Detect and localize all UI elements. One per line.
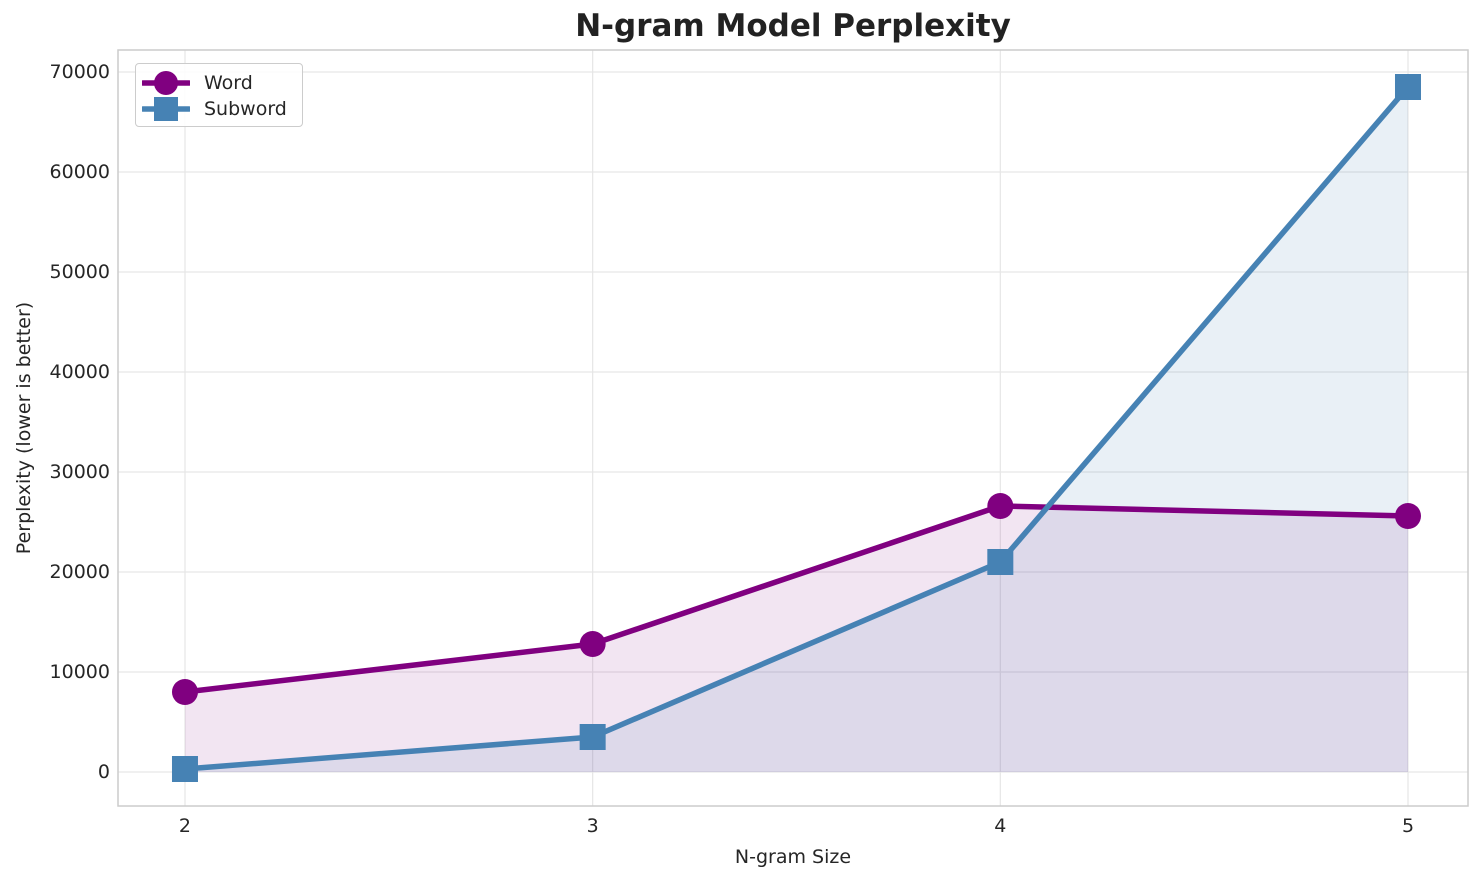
y-tick-label: 60000: [49, 161, 110, 183]
y-tick-label: 10000: [49, 661, 110, 683]
marker-subword: [171, 756, 198, 782]
legend-item-word: Word: [142, 70, 292, 96]
y-tick-label: 20000: [49, 561, 110, 583]
series-line-subword: [182, 84, 1411, 772]
marker-subword: [579, 724, 606, 750]
y-tick-label: 40000: [49, 361, 110, 383]
marker-word: [987, 493, 1014, 519]
x-tick-label: 5: [1401, 815, 1415, 837]
y-axis-label: Perplexity (lower is better): [13, 301, 35, 555]
x-axis-label: N-gram Size: [734, 846, 852, 868]
legend-item-subword: Subword: [142, 96, 292, 122]
legend-square-marker-icon: [142, 97, 190, 121]
marker-word: [171, 679, 198, 705]
marker-subword: [987, 549, 1014, 575]
legend-circle-marker-icon: [142, 71, 190, 95]
y-tick-label: 70000: [49, 61, 110, 83]
marker-word: [579, 631, 606, 657]
legend-label: Subword: [204, 98, 287, 120]
marker-word: [1394, 503, 1421, 529]
x-tick-label: 2: [178, 815, 192, 837]
series-line-word: [182, 503, 1411, 695]
y-tick-label: 0: [97, 761, 110, 783]
x-tick-label: 4: [994, 815, 1007, 837]
y-tick-label: 30000: [49, 461, 110, 483]
area-fill-subword: [184, 87, 1408, 772]
area-fill-word: [184, 506, 1408, 772]
x-tick-label: 3: [586, 815, 599, 837]
plot-spines: [117, 49, 1469, 807]
legend: Word Subword: [135, 63, 303, 127]
y-tick-label: 50000: [49, 261, 110, 283]
chart-title: N-gram Model Perplexity: [575, 8, 1011, 44]
marker-subword: [1394, 74, 1421, 100]
legend-label: Word: [204, 72, 253, 94]
